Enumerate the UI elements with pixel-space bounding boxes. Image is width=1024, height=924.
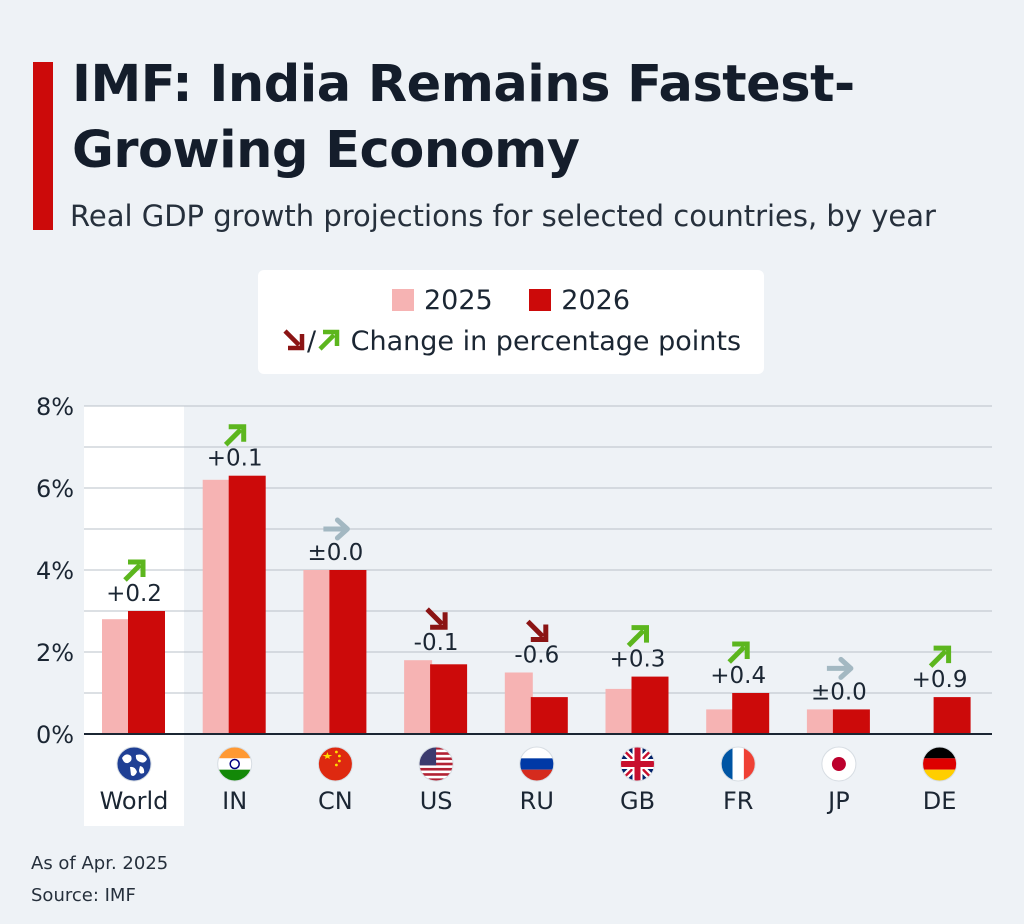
- legend-swatch-2026: [529, 289, 552, 311]
- up-arrow-icon: [928, 645, 952, 668]
- category-label-us: US: [420, 787, 453, 815]
- india-flag-icon: [217, 746, 253, 782]
- category-label-gb: GB: [620, 787, 655, 815]
- change-label-de: +0.9: [912, 667, 968, 693]
- bar-2025-cn: [303, 570, 332, 734]
- legend: 2025 2026 / Change in percentage points: [258, 270, 764, 374]
- legend-label-2026: 2026: [561, 285, 631, 316]
- page-subtitle: Real GDP growth projections for selected…: [70, 199, 936, 233]
- change-label-jp: ±0.0: [811, 679, 867, 705]
- change-label-ru: -0.6: [514, 643, 559, 669]
- change-label-us: -0.1: [414, 630, 459, 656]
- right-arrow-icon: [826, 656, 854, 680]
- footnote-date: As of Apr. 2025: [31, 853, 169, 874]
- legend-change-label: Change in percentage points: [350, 326, 742, 357]
- down-arrow-icon: [283, 329, 305, 351]
- bar-2026-de: [933, 697, 971, 734]
- bar-2026-ru: [530, 697, 568, 734]
- y-tick-label: 8%: [36, 393, 74, 421]
- bar-2025-gb: [605, 688, 634, 734]
- bar-chart: 0% 2% 4% 6% 8% +0.2 +0.1 ±0.0 -0.1 -0.6 +0.3 +0.4 ±0…: [36, 393, 992, 826]
- russia-flag-icon: [519, 746, 555, 782]
- bar-2026-in: [228, 475, 266, 734]
- category-label-world: World: [100, 787, 169, 815]
- bar-2025-ru: [504, 672, 533, 734]
- down-arrow-icon: [425, 607, 448, 630]
- bar-2026-gb: [631, 676, 669, 734]
- legend-change: / Change in percentage points: [258, 324, 764, 360]
- bar-2026-us: [430, 664, 468, 734]
- up-arrow-icon: [626, 625, 649, 648]
- legend-separator: /: [306, 326, 317, 357]
- change-label-gb: +0.3: [610, 647, 666, 673]
- page-title: IMF: India Remains Fastest-Growing Econo…: [72, 55, 855, 180]
- bar-2025-jp: [806, 709, 835, 734]
- usa-flag-icon: [418, 746, 454, 782]
- category-label-ru: RU: [520, 787, 554, 815]
- bar-2025-us: [404, 660, 433, 734]
- up-arrow-icon: [727, 641, 750, 664]
- up-arrow-icon: [123, 559, 146, 582]
- category-label-in: IN: [222, 787, 247, 815]
- legend-years: 2025 2026: [258, 284, 764, 318]
- y-tick-label: 6%: [36, 475, 74, 503]
- up-arrow-icon: [223, 424, 247, 447]
- change-label-in: +0.1: [207, 446, 263, 472]
- category-label-de: DE: [923, 787, 957, 815]
- bar-2026-world: [128, 611, 165, 734]
- y-tick-label: 0%: [36, 721, 74, 749]
- change-label-fr: +0.4: [710, 663, 766, 689]
- up-arrow-icon: [318, 329, 340, 351]
- legend-swatch-2025: [391, 289, 414, 311]
- right-arrow-icon: [323, 517, 350, 541]
- legend-label-2025: 2025: [423, 285, 493, 316]
- y-tick-label: 4%: [36, 557, 74, 585]
- change-label-cn: ±0.0: [307, 540, 363, 566]
- bar-2025-world: [102, 619, 130, 734]
- category-label-cn: CN: [318, 787, 353, 815]
- uk-flag-icon: [620, 746, 655, 782]
- bar-2026-cn: [329, 570, 367, 734]
- category-label-fr: FR: [723, 787, 753, 815]
- bar-2025-fr: [706, 709, 735, 734]
- down-arrow-icon: [526, 619, 549, 642]
- china-flag-icon: [317, 746, 353, 782]
- title-accent-bar: [33, 62, 53, 230]
- germany-flag-icon: [922, 746, 958, 782]
- bar-2026-fr: [732, 693, 770, 734]
- legend-item-2025: 2025: [391, 284, 493, 318]
- footnote-source: Source: IMF: [31, 885, 136, 906]
- legend-item-2026: 2026: [529, 284, 630, 318]
- france-flag-icon: [720, 746, 756, 782]
- globe-icon: [116, 746, 152, 782]
- japan-flag-icon: [821, 746, 857, 782]
- bar-2025-in: [202, 479, 231, 734]
- bar-2026-jp: [832, 709, 870, 734]
- change-label-world: +0.2: [106, 581, 162, 607]
- y-tick-label: 2%: [36, 639, 74, 667]
- category-label-jp: JP: [826, 787, 850, 815]
